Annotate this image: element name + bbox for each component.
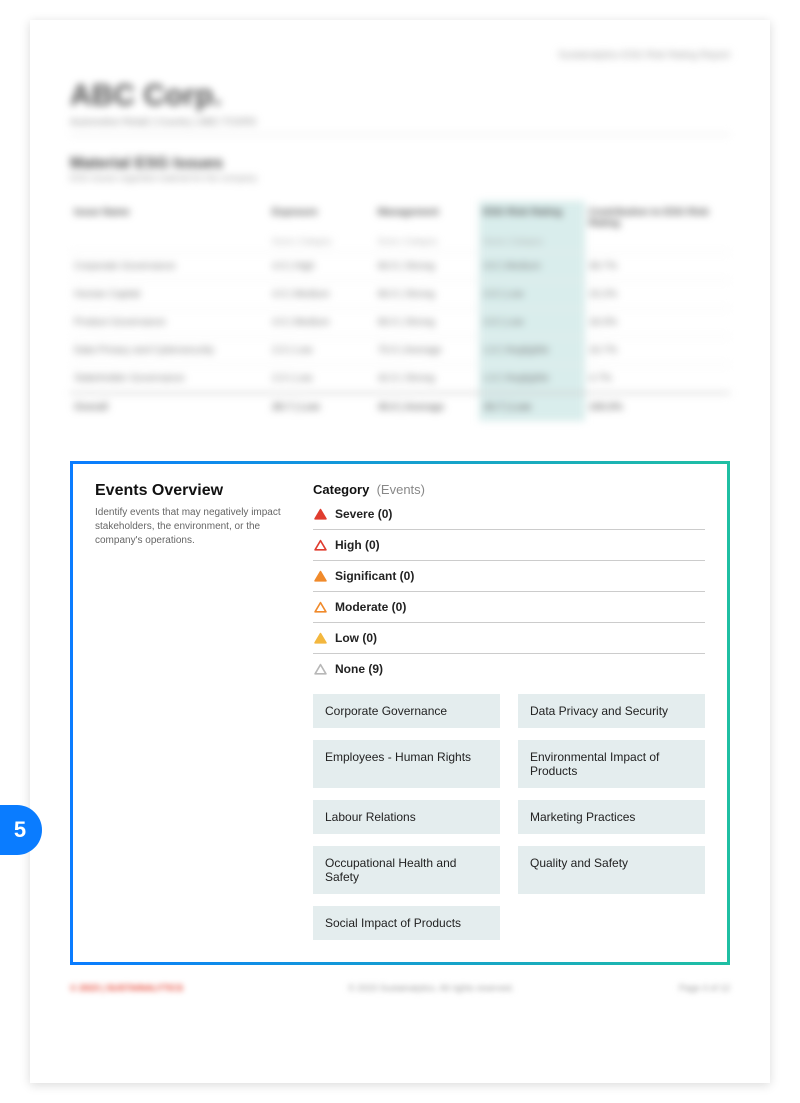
- severity-label: High (0): [335, 538, 380, 552]
- company-meta: Automotive Retail | Country | ABC:TCKRS: [70, 117, 730, 135]
- col-contribution: Contribution to ESG Risk Rating: [585, 201, 730, 235]
- severity-label: Significant (0): [335, 569, 414, 583]
- category-label: Category: [313, 482, 369, 497]
- event-category-chip: Occupational Health and Safety: [313, 846, 500, 894]
- issues-table: Issue Name Exposure Management ESG Risk …: [70, 201, 730, 421]
- warning-triangle-icon: [313, 662, 327, 676]
- event-category-chip: Corporate Governance: [313, 694, 500, 728]
- event-category-chip: Marketing Practices: [518, 800, 705, 834]
- table-row: Corporate Governance4.0 | High66.5 | Str…: [70, 253, 730, 281]
- company-name: ABC Corp.: [70, 79, 730, 113]
- severity-label: None (9): [335, 662, 383, 676]
- category-paren: (Events): [377, 482, 425, 497]
- severity-row: Significant (0): [313, 561, 705, 592]
- warning-triangle-icon: [313, 507, 327, 521]
- events-overview-box: Events Overview Identify events that may…: [70, 461, 730, 965]
- footer-left: © 2023 | SUSTAINALYTICS: [70, 983, 183, 993]
- col-issue: Issue Name: [70, 201, 268, 235]
- severity-row: High (0): [313, 530, 705, 561]
- severity-row: Severe (0): [313, 507, 705, 530]
- report-type-label: Sustainalytics ESG Risk Rating Report: [70, 50, 730, 61]
- callout-number: 5: [14, 817, 26, 843]
- issues-section-title: Material ESG Issues: [70, 155, 730, 173]
- table-row: Human Capital4.0 | Medium66.0 | Strong2.…: [70, 281, 730, 309]
- severity-row: Low (0): [313, 623, 705, 654]
- col-exposure: Exposure: [268, 201, 374, 235]
- event-category-chip: Environmental Impact of Products: [518, 740, 705, 788]
- events-category-header: Category (Events): [313, 482, 705, 497]
- event-category-chip: Data Privacy and Security: [518, 694, 705, 728]
- col-management: Management: [374, 201, 480, 235]
- warning-triangle-icon: [313, 631, 327, 645]
- severity-label: Low (0): [335, 631, 377, 645]
- col-risk-rating: ESG Risk Rating: [479, 201, 585, 235]
- events-right-column: Category (Events) Severe (0) High (0) Sign…: [313, 482, 705, 940]
- warning-triangle-icon: [313, 569, 327, 583]
- footer-right: Page 4 of 12: [679, 983, 730, 993]
- severity-row: None (9): [313, 654, 705, 684]
- warning-triangle-icon: [313, 538, 327, 552]
- page-footer: © 2023 | SUSTAINALYTICS © 2023 Sustainal…: [70, 983, 730, 993]
- events-description: Identify events that may negatively impa…: [95, 506, 285, 548]
- severity-list: Severe (0) High (0) Significant (0) Moderat…: [313, 507, 705, 684]
- event-category-chip: Employees - Human Rights: [313, 740, 500, 788]
- table-total-row: Overall28.7 | Low45.0 | Average15.7 | Lo…: [70, 393, 730, 421]
- event-category-chip: Quality and Safety: [518, 846, 705, 894]
- table-row: Stakeholder Governance2.0 | Low42.0 | St…: [70, 365, 730, 394]
- event-category-chip: Labour Relations: [313, 800, 500, 834]
- severity-label: Severe (0): [335, 507, 392, 521]
- table-row: Data Privacy and Cybersecurity2.0 | Low7…: [70, 337, 730, 365]
- warning-triangle-icon: [313, 600, 327, 614]
- issues-section-subtitle: ESG issues regarded material for the com…: [70, 173, 730, 183]
- events-left-column: Events Overview Identify events that may…: [95, 482, 285, 940]
- footer-center: © 2023 Sustainalytics. All rights reserv…: [348, 983, 514, 993]
- table-row: Product Governance4.0 | Medium66.0 | Str…: [70, 309, 730, 337]
- blurred-context: Sustainalytics ESG Risk Rating Report AB…: [70, 50, 730, 421]
- events-title: Events Overview: [95, 482, 285, 500]
- report-page: Sustainalytics ESG Risk Rating Report AB…: [30, 20, 770, 1083]
- event-category-chip: Social Impact of Products: [313, 906, 500, 940]
- severity-row: Moderate (0): [313, 592, 705, 623]
- none-events-grid: Corporate Governance Data Privacy and Sec…: [313, 694, 705, 940]
- severity-label: Moderate (0): [335, 600, 406, 614]
